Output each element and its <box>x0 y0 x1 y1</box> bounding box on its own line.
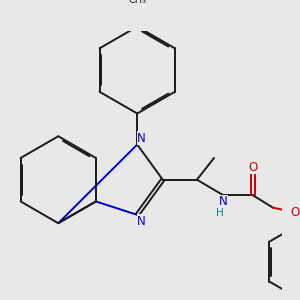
Text: O: O <box>290 206 299 219</box>
Text: O: O <box>248 160 257 173</box>
Text: CH₃: CH₃ <box>128 0 146 5</box>
Text: N: N <box>137 215 146 228</box>
Text: N: N <box>137 132 146 145</box>
Text: N: N <box>219 195 228 208</box>
Text: H: H <box>216 208 224 218</box>
